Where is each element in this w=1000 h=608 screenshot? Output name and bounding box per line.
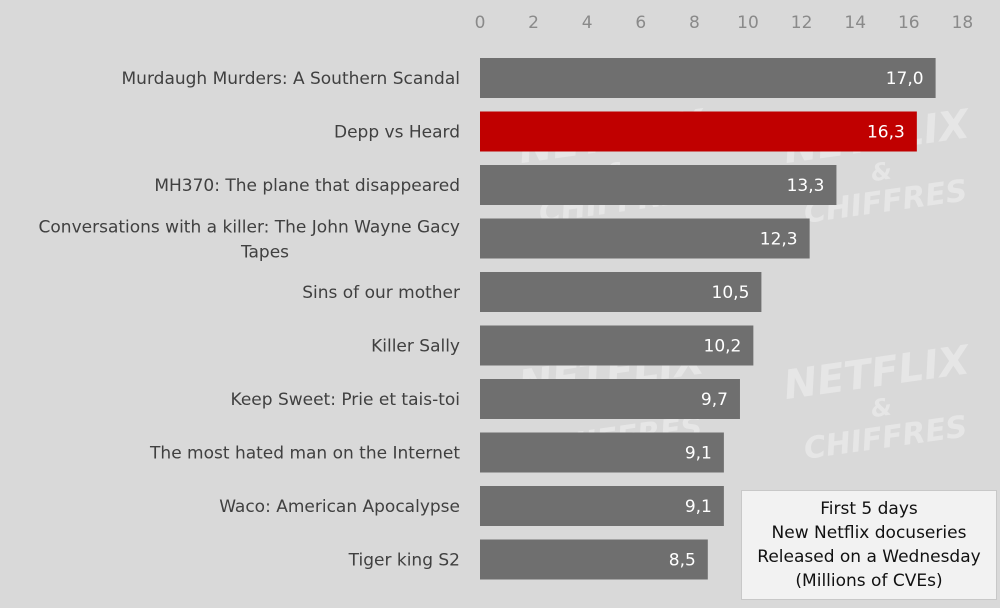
legend-line: New Netflix docuseries xyxy=(771,523,967,543)
category-label: Depp vs Heard xyxy=(334,123,460,143)
watermark-text: & xyxy=(869,393,894,424)
bar xyxy=(480,325,754,366)
bar-value-label: 9,1 xyxy=(685,497,712,517)
bar xyxy=(480,432,724,473)
x-tick-label: 8 xyxy=(689,13,700,33)
x-tick-label: 14 xyxy=(844,13,866,33)
x-tick-label: 10 xyxy=(737,13,759,33)
x-tick-label: 2 xyxy=(528,13,539,33)
bar-value-label: 17,0 xyxy=(886,69,924,89)
chart-legend: First 5 days New Netflix docuseries Rele… xyxy=(741,490,997,600)
category-label: Murdaugh Murders: A Southern Scandal xyxy=(122,69,460,89)
bar xyxy=(480,272,762,312)
category-label: Tiger king S2 xyxy=(348,551,460,571)
bar-value-label: 12,3 xyxy=(760,230,798,250)
bar xyxy=(480,379,740,419)
category-label: MH370: The plane that disappeared xyxy=(154,176,460,196)
x-tick-label: 16 xyxy=(898,13,920,33)
watermark: NETFLIX&CHIFFRES xyxy=(781,337,974,467)
category-label: Sins of our mother xyxy=(302,283,460,303)
bar xyxy=(480,165,837,205)
x-tick-label: 18 xyxy=(952,13,974,33)
category-label: Killer Sally xyxy=(371,337,460,357)
bar-value-label: 10,5 xyxy=(712,283,750,303)
bar xyxy=(480,539,708,580)
bar xyxy=(480,111,917,152)
bar-value-label: 9,7 xyxy=(701,390,728,410)
bar-value-label: 16,3 xyxy=(867,123,905,143)
watermark-text: & xyxy=(869,157,894,188)
bar xyxy=(480,58,936,98)
bar-value-label: 10,2 xyxy=(704,337,742,357)
x-tick-label: 0 xyxy=(475,13,486,33)
legend-line: (Millions of CVEs) xyxy=(795,571,943,591)
x-tick-label: 6 xyxy=(635,13,646,33)
bar-value-label: 9,1 xyxy=(685,444,712,464)
category-label: Conversations with a killer: The John Wa… xyxy=(39,218,460,263)
legend-line: Released on a Wednesday xyxy=(757,547,981,567)
bar-value-label: 8,5 xyxy=(669,551,696,571)
category-label: Waco: American Apocalypse xyxy=(219,497,460,517)
bar xyxy=(480,218,810,259)
x-tick-label: 12 xyxy=(791,13,813,33)
x-tick-label: 4 xyxy=(582,13,593,33)
legend-line: First 5 days xyxy=(820,499,918,519)
bar-value-label: 13,3 xyxy=(787,176,825,196)
bar xyxy=(480,486,724,526)
category-label: The most hated man on the Internet xyxy=(149,444,460,464)
category-label: Keep Sweet: Prie et tais-toi xyxy=(231,390,460,410)
